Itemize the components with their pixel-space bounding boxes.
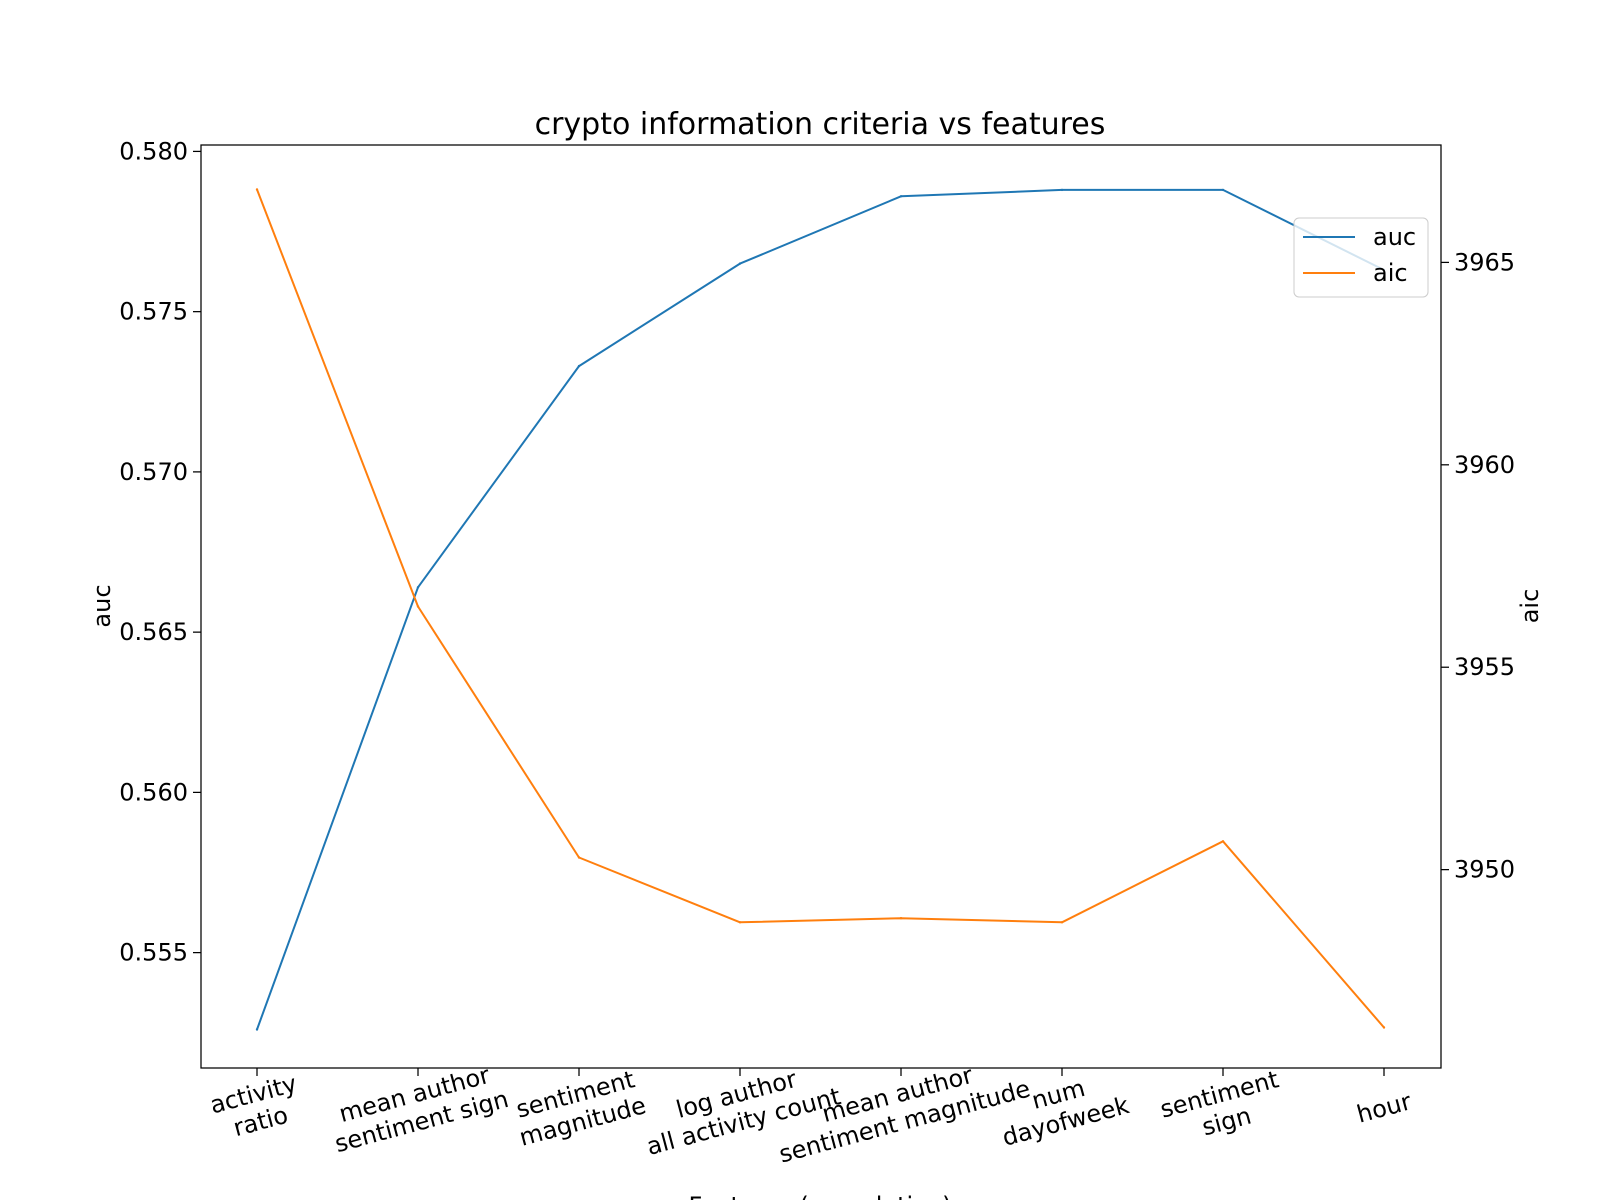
plot-area-frame	[200, 144, 1442, 1069]
data-point-auc-4	[899, 195, 903, 198]
y-left-tick-label: 0.565	[119, 618, 188, 646]
series-line-aic	[256, 189, 1385, 1029]
x-tick-label-line: hour	[1354, 1087, 1414, 1128]
data-point-auc-0	[255, 1028, 259, 1031]
y-right-tick-label: 3950	[1454, 856, 1515, 884]
data-point-aic-7	[1382, 1026, 1386, 1029]
x-axis-label: Features (cumulative)	[689, 1192, 952, 1200]
y-axis-right-label: aic	[1516, 589, 1544, 624]
data-point-aic-0	[255, 188, 259, 191]
series-line-auc	[256, 188, 1385, 1030]
x-tick-label: hour	[1354, 1087, 1414, 1128]
data-point-aic-2	[577, 856, 581, 859]
y-axis-left-label: auc	[88, 584, 116, 627]
y-right-tick-label: 3965	[1454, 248, 1515, 276]
data-point-aic-6	[1221, 840, 1225, 843]
y-right-tick-label: 3960	[1454, 451, 1515, 479]
y-left-tick-label: 0.555	[119, 939, 188, 967]
legend-label-auc: auc	[1373, 223, 1416, 251]
data-point-auc-6	[1221, 188, 1225, 192]
y-left-tick-label: 0.580	[119, 137, 188, 165]
y-left-tick-label: 0.560	[119, 778, 188, 806]
data-point-auc-3	[738, 262, 742, 265]
data-point-auc-5	[1060, 188, 1064, 192]
data-point-auc-1	[416, 586, 420, 589]
data-point-aic-3	[738, 921, 742, 924]
data-point-auc-2	[577, 364, 581, 368]
y-right-tick-label: 3955	[1454, 653, 1515, 681]
data-point-aic-4	[899, 917, 903, 920]
legend-label-aic: aic	[1373, 259, 1408, 287]
y-left-tick-label: 0.575	[119, 298, 188, 326]
data-point-aic-1	[416, 605, 420, 608]
data-point-aic-5	[1060, 921, 1064, 924]
chart-title: crypto information criteria vs features	[535, 107, 1106, 142]
legend: auc aic	[1293, 217, 1429, 298]
y-left-tick-label: 0.570	[119, 458, 188, 486]
series-lines	[255, 188, 1386, 1031]
